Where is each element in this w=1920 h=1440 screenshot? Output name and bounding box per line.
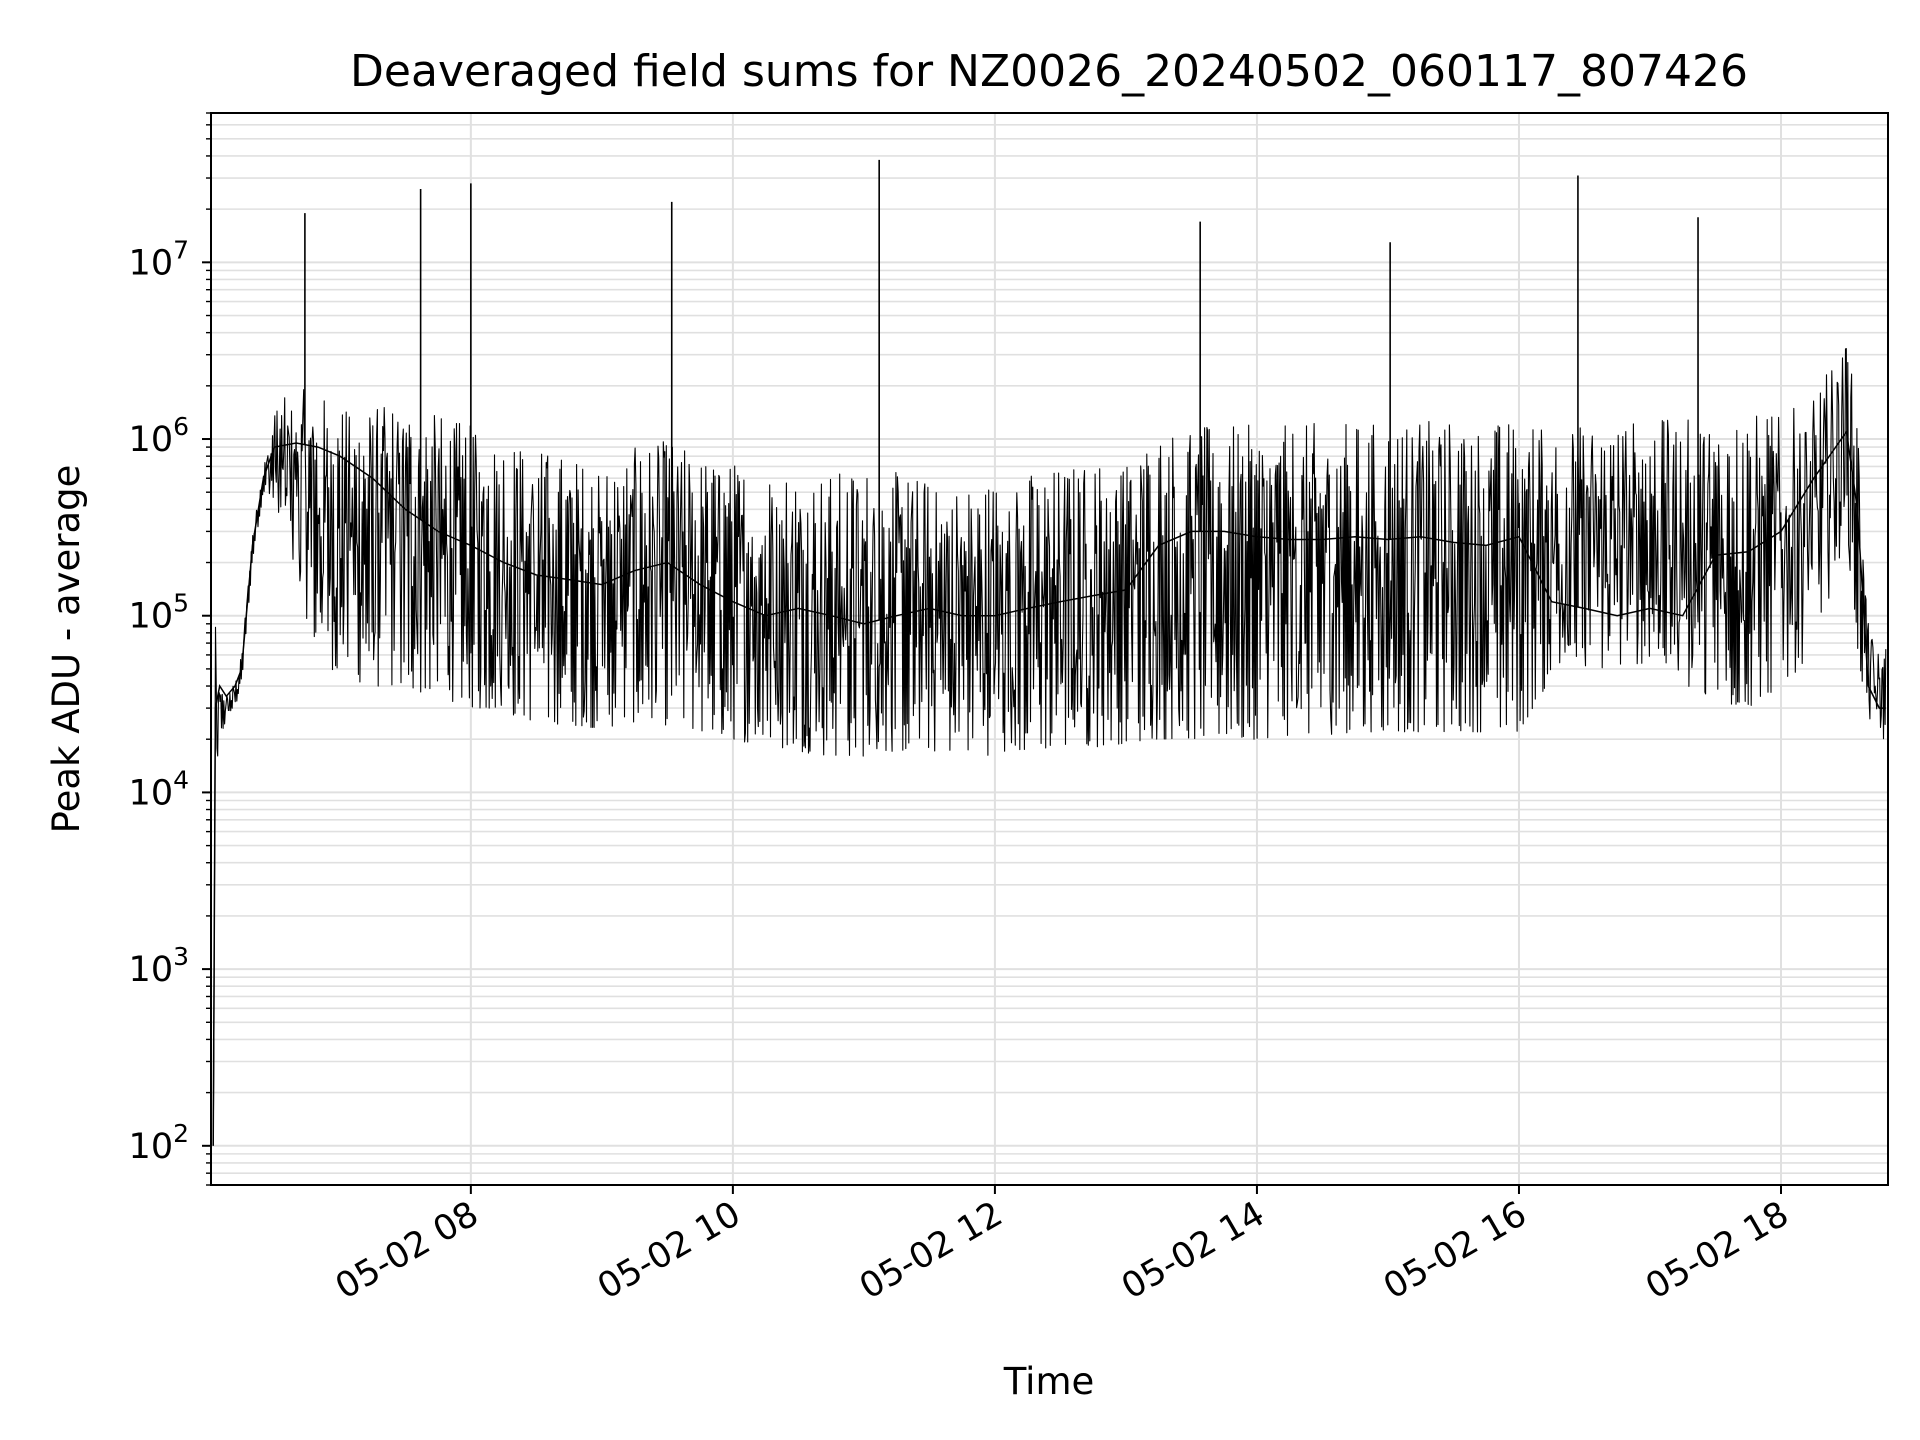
y-tick-exponent: 5: [173, 589, 189, 618]
plot-frame: [210, 112, 1889, 1186]
grid: [211, 112, 1888, 1186]
y-tick-base: 10: [129, 773, 174, 813]
y-tick-label: 103: [129, 942, 189, 990]
x-axis-label: Time: [1003, 1360, 1095, 1403]
y-tick-base: 10: [129, 420, 174, 460]
y-tick-base: 10: [129, 950, 174, 990]
y-tick-base: 10: [129, 243, 174, 283]
series-line: [212, 159, 1887, 1146]
y-tick-exponent: 6: [173, 412, 189, 441]
y-tick-label: 107: [129, 235, 189, 283]
y-tick-base: 10: [129, 597, 174, 637]
y-tick-label: 102: [129, 1119, 189, 1167]
series-noise-trace: [212, 348, 1887, 1146]
y-tick-base: 10: [129, 1127, 174, 1167]
y-tick-label: 106: [129, 412, 189, 460]
chart-title: Deaveraged field sums for NZ0026_2024050…: [350, 46, 1748, 97]
series-typical-line: [212, 429, 1886, 1146]
y-tick-exponent: 3: [173, 942, 189, 971]
y-tick-exponent: 4: [173, 765, 189, 794]
y-tick-label: 104: [129, 765, 189, 813]
y-tick-label: 105: [129, 589, 189, 637]
y-tick-exponent: 7: [173, 235, 189, 264]
y-tick-exponent: 2: [173, 1119, 189, 1148]
y-axis-label: Peak ADU - average: [45, 465, 88, 834]
